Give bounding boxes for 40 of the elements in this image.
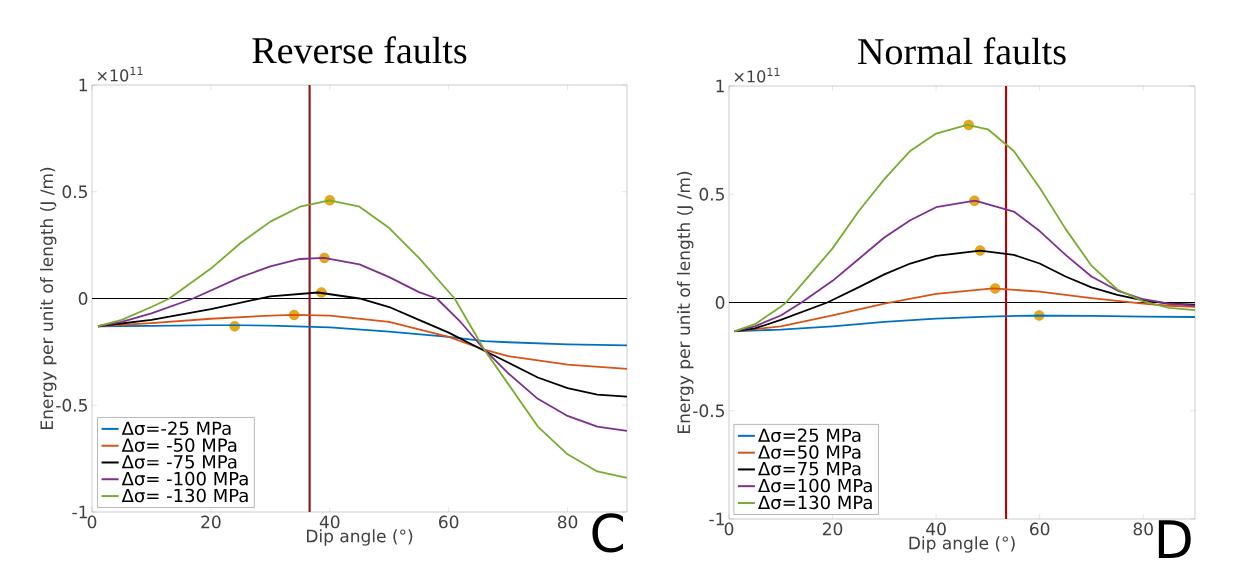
text: ×10$^{11}$ <box>97 66 143 82</box>
chart-title: Reverse faults <box>252 36 467 64</box>
x-tick-label: 80 <box>557 515 578 529</box>
y-tick-label: 0 <box>715 296 725 309</box>
x-axis-title: Dip angle (°) <box>909 536 1015 553</box>
legend-label: Δσ= -130 MPa <box>121 488 248 503</box>
text: ×10$^{11}$ <box>734 67 780 83</box>
x-tick-label: 60 <box>1030 522 1050 536</box>
x-tick-label: 60 <box>439 515 459 529</box>
legend-label: Δσ=-25 MPa <box>121 421 231 436</box>
legend-label: Δσ= -75 MPa <box>121 455 237 469</box>
y-tick-label: -1 <box>709 512 724 526</box>
y-tick-label: 0.5 <box>699 187 724 201</box>
x-tick-label: 40 <box>926 522 946 536</box>
legend-label: Δσ=75 MPa <box>758 462 861 476</box>
y-axis-title: Energy per unit of length (J /m) <box>676 171 694 433</box>
y-tick-label: -0.5 <box>56 398 87 412</box>
x-tick-label: 80 <box>1133 522 1153 536</box>
y-tick-label: -0.5 <box>693 404 724 418</box>
legend-label: Δσ= -50 MPa <box>121 438 237 452</box>
y-tick-label: 1 <box>716 79 724 93</box>
y-axis-title: Energy per unit of length (J /m) <box>39 167 57 429</box>
y-tick-label: 1 <box>79 78 87 92</box>
x-tick-label: 20 <box>822 522 843 536</box>
x-tick-label: 40 <box>319 515 340 529</box>
x-tick-label: 20 <box>201 515 221 529</box>
chart-title: Normal faults <box>858 37 1066 65</box>
x-tick-label: 0 <box>724 522 734 536</box>
text: C <box>592 513 623 553</box>
legend-label: Δσ= -100 MPa <box>121 471 248 486</box>
legend-label: Δσ=100 MPa <box>758 478 872 493</box>
y-tick-label: 0 <box>78 292 88 305</box>
x-axis-title: Dip angle (°) <box>307 529 413 546</box>
text: D <box>1158 520 1191 559</box>
x-tick-label: 0 <box>87 515 97 529</box>
legend-label: Δσ=50 MPa <box>758 445 861 459</box>
y-tick-label: 0.5 <box>62 185 87 199</box>
legend-label: Δσ=25 MPa <box>758 428 861 443</box>
legend-label: Δσ=130 MPa <box>758 495 872 510</box>
y-tick-label: -1 <box>72 505 87 519</box>
